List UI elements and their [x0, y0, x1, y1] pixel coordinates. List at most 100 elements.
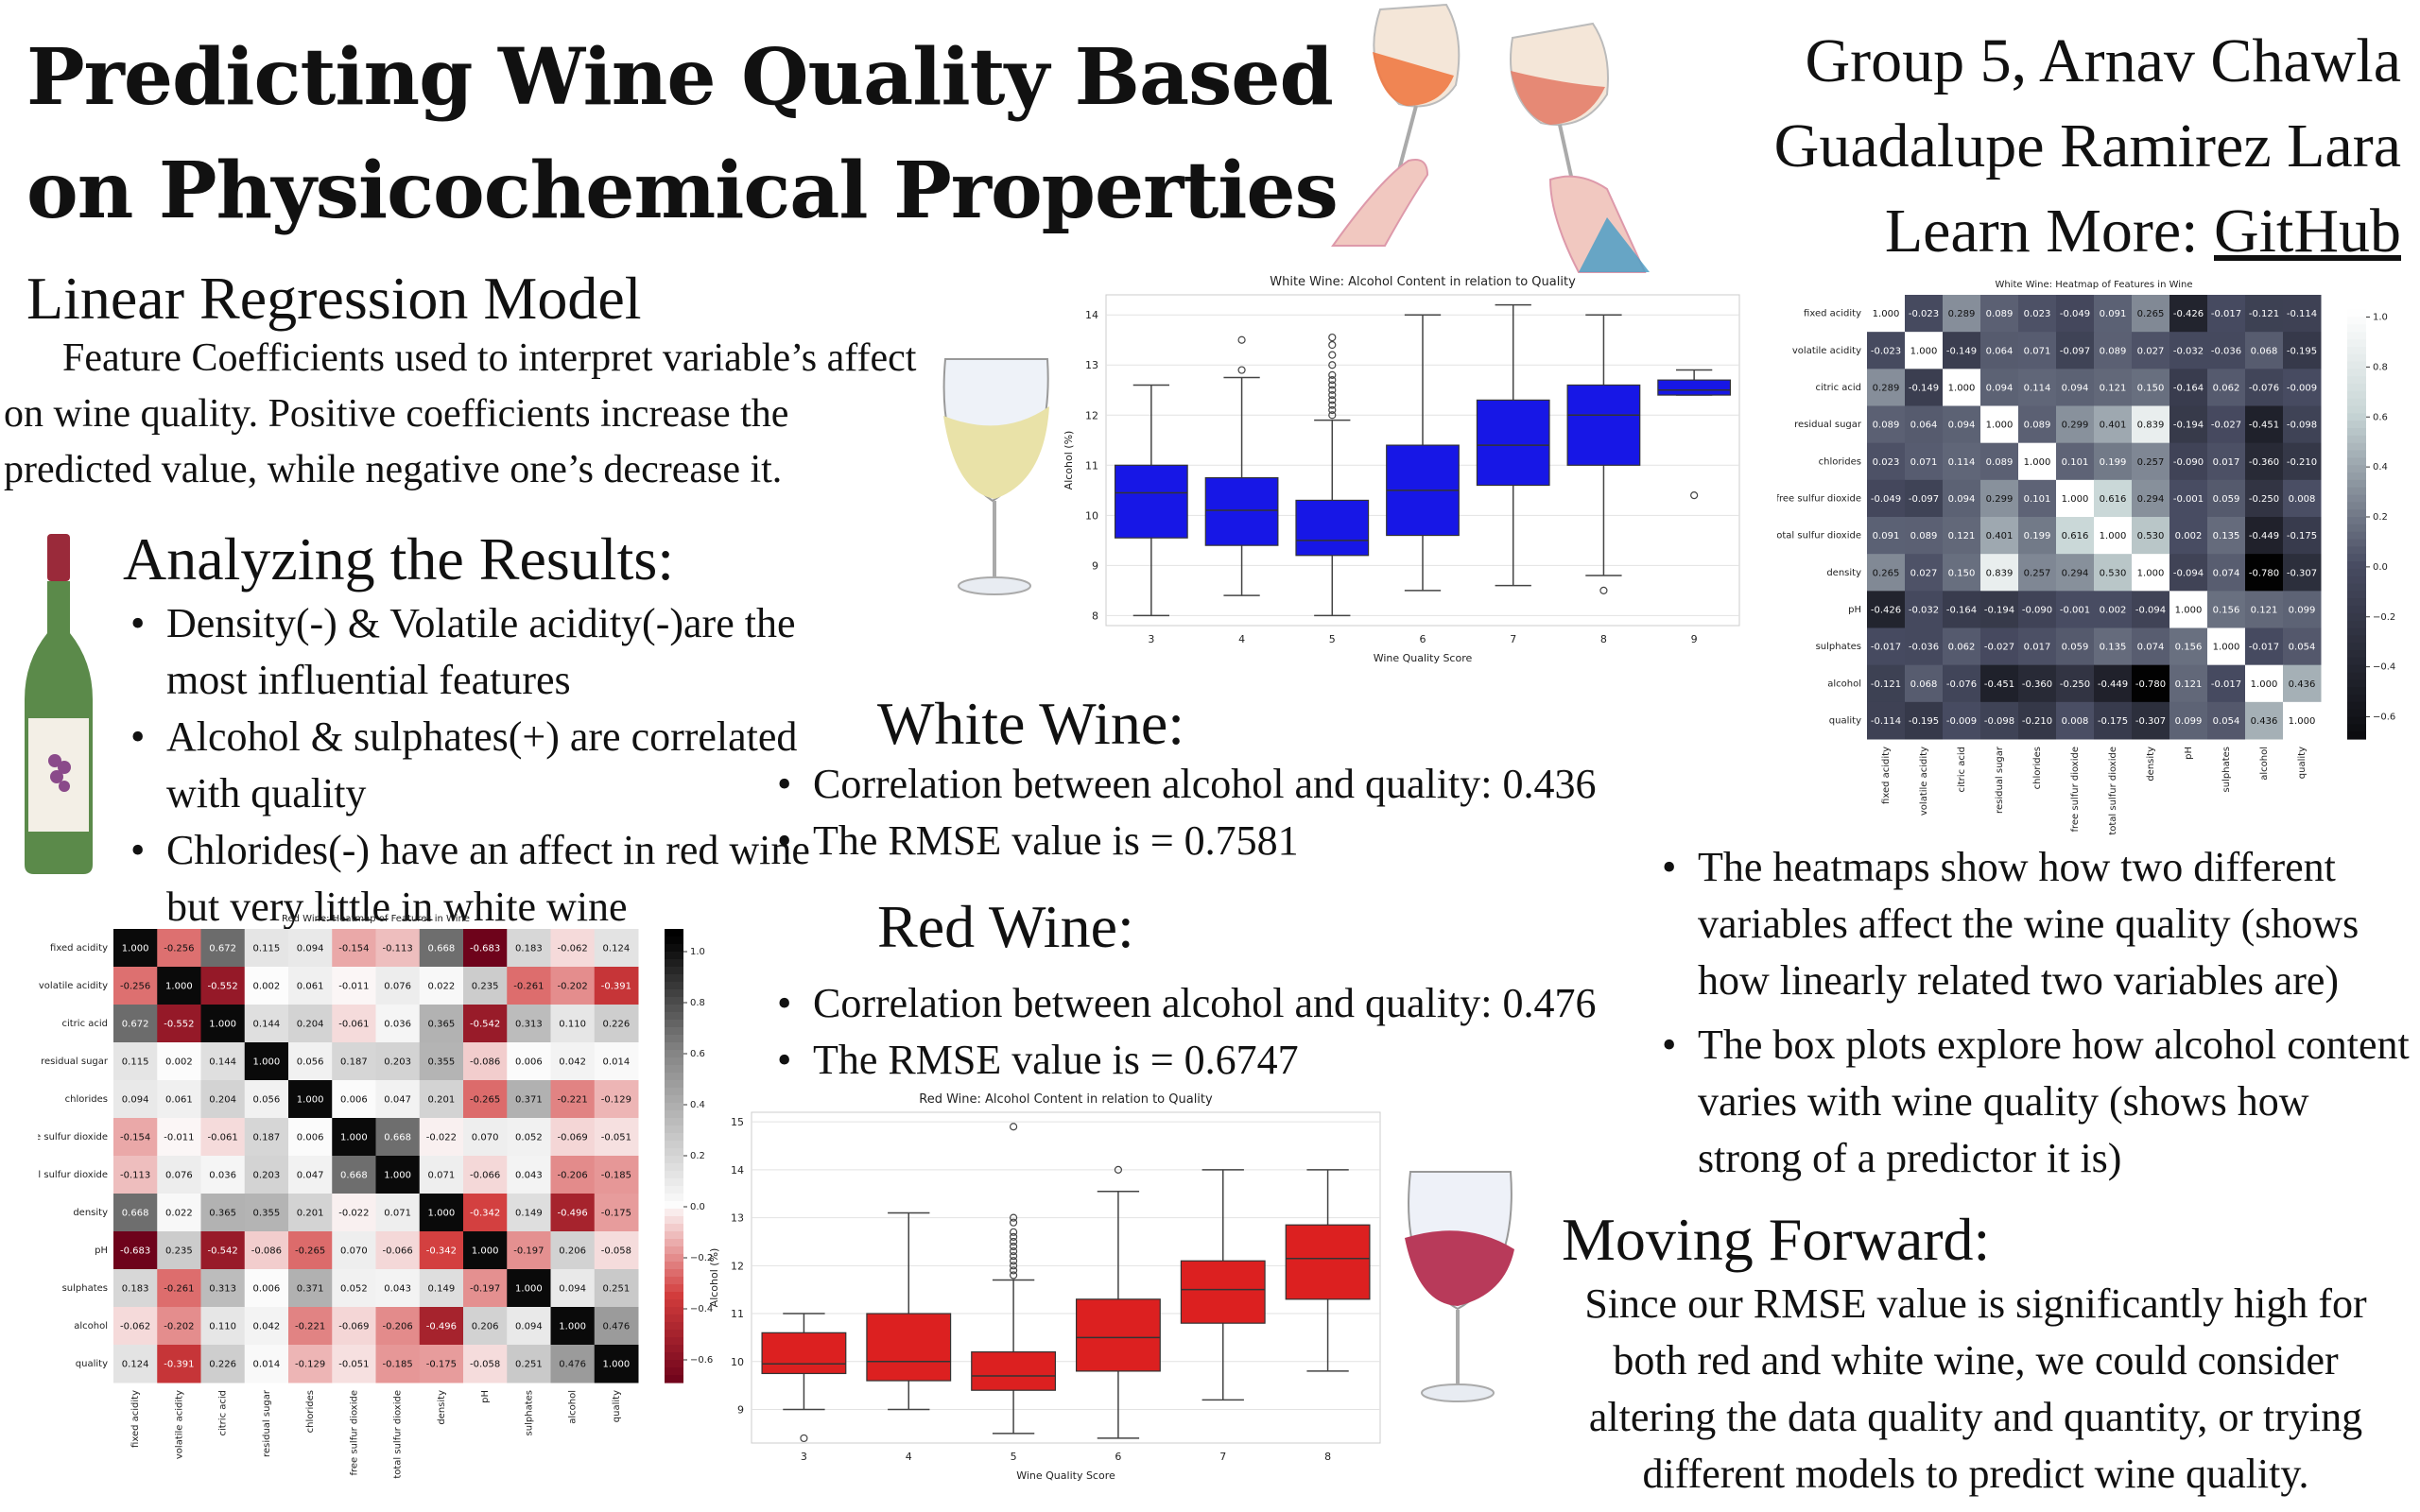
row-label: total sulfur dioxide — [38, 1170, 108, 1180]
heatmap-cell — [550, 1269, 596, 1308]
cell-value: -0.114 — [1871, 716, 1901, 727]
heatmap-cell — [507, 1042, 551, 1081]
colorbar-segment — [665, 1299, 683, 1308]
heatmap-cell — [550, 1231, 596, 1270]
cell-value: 0.156 — [2213, 605, 2240, 615]
cell-value: -0.221 — [558, 1095, 588, 1106]
colorbar-segment — [2347, 679, 2366, 688]
cell-value: 0.150 — [2137, 383, 2165, 393]
heatmap-cell — [2132, 664, 2170, 703]
cell-value: 0.183 — [515, 944, 543, 954]
heatmap-cell — [2018, 369, 2057, 406]
colorbar-segment — [2347, 465, 2366, 473]
box — [1114, 464, 1188, 539]
colorbar-segment — [665, 974, 683, 983]
colorbar-tick-label: −0.2 — [690, 1253, 713, 1263]
cell-value: -0.542 — [470, 1020, 500, 1030]
cell-value: -0.051 — [338, 1360, 369, 1370]
colorbar-segment — [2347, 672, 2366, 680]
cell-value: -0.780 — [2135, 679, 2166, 690]
cell-value: -0.307 — [2135, 716, 2166, 727]
cell-value: -0.195 — [1909, 716, 1939, 727]
cell-value: 0.089 — [2024, 421, 2051, 431]
heatmap-cell — [2283, 479, 2322, 518]
colorbar-segment — [2347, 435, 2366, 444]
heatmap-cell — [419, 1345, 464, 1383]
cell-value: 0.062 — [1948, 643, 1976, 653]
cell-value: -0.194 — [1984, 605, 2014, 615]
heatmap-cell — [463, 1156, 508, 1194]
heatmap-cell — [2094, 664, 2133, 703]
column-label: volatile acidity — [174, 1390, 184, 1459]
learn-more-label: Learn More: — [1884, 197, 2214, 266]
plot-area — [751, 1111, 1381, 1444]
cell-value: -0.202 — [558, 982, 588, 992]
cell-value: 0.089 — [1986, 309, 2014, 319]
cell-value: 0.089 — [1986, 457, 2014, 468]
cell-value: 0.121 — [1948, 531, 1976, 541]
moving-forward-heading: Moving Forward: — [1562, 1206, 1991, 1273]
colorbar-tick-label: −0.2 — [2373, 612, 2395, 623]
heatmap-cell — [2245, 517, 2284, 555]
cell-value: 1.000 — [1910, 346, 1938, 356]
heatmap-cell — [1943, 664, 1981, 703]
cell-value: 0.074 — [2213, 568, 2240, 578]
heatmap-cell — [2018, 479, 2057, 518]
heatmap-cell — [2094, 517, 2133, 555]
heatmap-cell — [200, 1005, 246, 1043]
cell-value: 0.204 — [297, 1020, 324, 1030]
colorbar-segment — [2347, 664, 2366, 674]
box — [1566, 384, 1641, 466]
cell-value: 0.839 — [1986, 568, 2014, 578]
heatmap-cell — [2056, 664, 2095, 703]
cell-value: 1.000 — [2289, 716, 2316, 727]
cell-value: -0.164 — [2173, 383, 2204, 393]
heatmap-cell — [594, 1042, 639, 1081]
colorbar-segment — [665, 1246, 683, 1255]
heatmap-cell — [2245, 701, 2284, 740]
heatmap-cell — [2169, 479, 2208, 518]
heatmap-cell — [1943, 591, 1981, 628]
explanation-list: The heatmaps show how two different vari… — [1656, 839, 2412, 1187]
cell-value: -0.195 — [2287, 346, 2317, 356]
outlier-point — [1328, 381, 1337, 389]
colorbar-tick-label: −0.6 — [690, 1355, 713, 1366]
colorbar-segment — [2347, 620, 2366, 629]
heatmap-cell — [2094, 332, 2133, 369]
colorbar-segment — [2347, 539, 2366, 547]
colorbar-segment — [665, 1020, 683, 1028]
cell-value: 1.000 — [2062, 494, 2089, 505]
cell-value: 0.401 — [1986, 531, 2014, 541]
row-label: volatile acidity — [1792, 346, 1861, 356]
colorbar-segment — [665, 1292, 683, 1300]
cell-value: 1.000 — [253, 1057, 281, 1068]
cell-value: -0.090 — [2022, 605, 2052, 615]
heatmap-cell — [2094, 442, 2133, 481]
cell-value: 0.091 — [1873, 531, 1900, 541]
cell-value: 0.008 — [2062, 716, 2089, 727]
heatmap-cell — [419, 1005, 464, 1043]
colorbar-tick-label: 0.2 — [2373, 512, 2388, 523]
cell-value: 0.150 — [1948, 568, 1976, 578]
y-tick-label: 11 — [1085, 459, 1098, 472]
heatmap-cell — [332, 929, 376, 968]
cell-value: -0.360 — [2249, 457, 2279, 468]
github-link[interactable]: GitHub — [2214, 197, 2401, 266]
heatmap-cell — [2018, 332, 2057, 369]
heatmap-cell — [2245, 295, 2284, 333]
cell-value: -0.552 — [164, 1020, 194, 1030]
white-wine-glass-icon — [936, 350, 1059, 605]
cell-value: -0.175 — [2098, 716, 2128, 727]
cell-value: -0.250 — [2060, 679, 2090, 690]
cell-value: -0.206 — [383, 1322, 413, 1332]
cell-value: -0.780 — [2249, 568, 2279, 578]
colorbar-segment — [665, 936, 683, 945]
heatmap-cell — [2283, 295, 2322, 333]
colorbar-segment — [2347, 413, 2366, 421]
heatmap-cell — [1905, 332, 1944, 369]
cell-value: 1.000 — [2137, 568, 2165, 578]
row-label: citric acid — [61, 1019, 108, 1029]
y-tick-label: 10 — [1085, 509, 1098, 522]
cell-value: -0.121 — [2249, 309, 2279, 319]
moving-forward-text: Since our RMSE value is significantly hi… — [1584, 1280, 2367, 1497]
